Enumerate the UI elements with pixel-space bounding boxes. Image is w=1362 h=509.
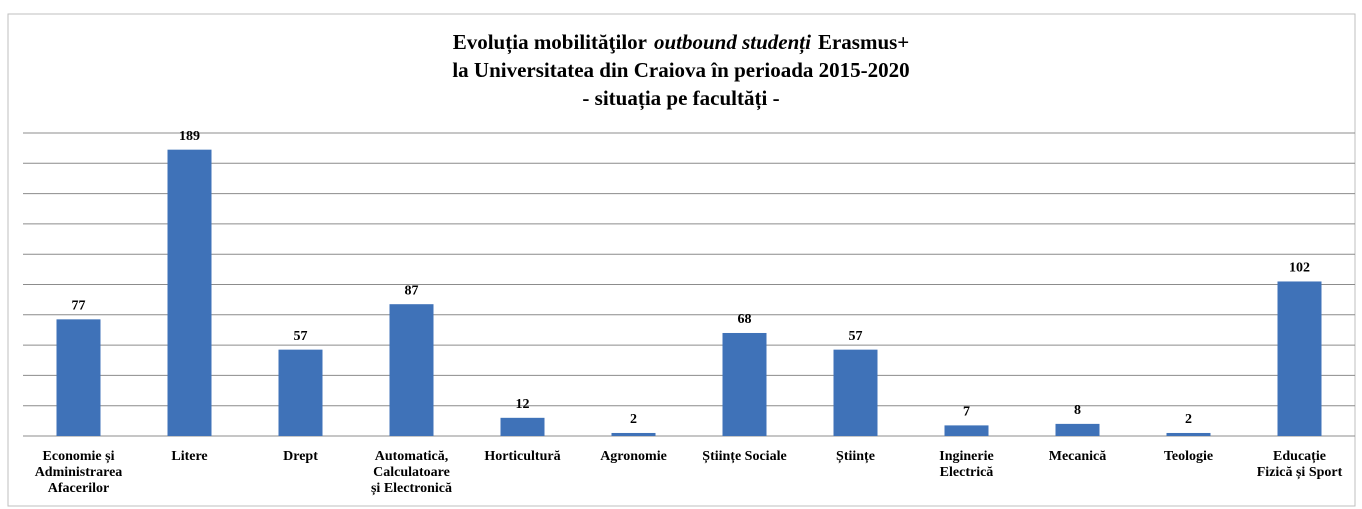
- bar: [278, 349, 323, 436]
- bar: [722, 332, 767, 436]
- value-label: 57: [849, 329, 863, 344]
- title-part: - situația pe facultăți -: [582, 86, 779, 111]
- bar: [611, 432, 656, 436]
- x-tick-label: Afacerilor: [48, 481, 109, 496]
- x-tick-label: Horticultură: [484, 449, 560, 464]
- bar: [1277, 281, 1322, 436]
- value-label: 102: [1289, 261, 1310, 276]
- bar: [500, 417, 545, 436]
- bar: [944, 425, 989, 436]
- x-tick-label: Calculatoare: [373, 465, 450, 480]
- value-label: 2: [630, 412, 637, 427]
- value-label: 68: [738, 312, 752, 327]
- title-part: Evoluția mobilităţilor: [453, 30, 647, 55]
- x-tick-label: Mecanică: [1049, 449, 1107, 464]
- chart-title: - situația pe facultăți -: [582, 86, 779, 111]
- value-label: 12: [516, 397, 530, 412]
- x-tick-label: Teologie: [1164, 449, 1213, 464]
- x-tick-label: Științe: [836, 449, 875, 464]
- x-tick-label: Economie și: [43, 449, 115, 464]
- x-tick-label: Administrarea: [35, 465, 123, 480]
- value-label: 87: [405, 283, 419, 298]
- x-tick-label: Educație: [1273, 449, 1326, 464]
- x-tick-label: Drept: [283, 449, 318, 464]
- value-label: 8: [1074, 403, 1081, 418]
- bar: [833, 349, 878, 436]
- chart-title: la Universitatea din Craiova în perioada…: [452, 58, 909, 82]
- x-tick-label: și Electronică: [371, 481, 452, 496]
- value-label: 2: [1185, 412, 1192, 427]
- x-tick-label: Automatică,: [375, 449, 449, 464]
- x-tick-label: Agronomie: [600, 449, 667, 464]
- value-label: 77: [72, 299, 86, 314]
- bar: [1055, 423, 1100, 436]
- x-tick-label: Litere: [171, 449, 207, 464]
- x-tick-label: Fizică și Sport: [1257, 465, 1343, 480]
- x-tick-label: Electrică: [940, 465, 994, 480]
- x-tick-label: Științe Sociale: [702, 449, 786, 464]
- value-label: 57: [294, 329, 308, 344]
- value-label: 7: [963, 405, 970, 420]
- x-tick-label: Inginerie: [939, 449, 993, 464]
- chart-title: Evoluția mobilităţilor outbound studenți E…: [453, 30, 910, 55]
- chart-frame: [7, 13, 1356, 507]
- bar: [167, 149, 212, 437]
- title-part: Erasmus+: [818, 30, 909, 54]
- bar: [389, 304, 434, 436]
- title-part: outbound studenți: [654, 30, 811, 55]
- title-part: la Universitatea din Craiova în perioada…: [452, 58, 909, 82]
- bar: [1166, 432, 1211, 436]
- value-label: 189: [179, 129, 200, 144]
- bar: [56, 319, 101, 436]
